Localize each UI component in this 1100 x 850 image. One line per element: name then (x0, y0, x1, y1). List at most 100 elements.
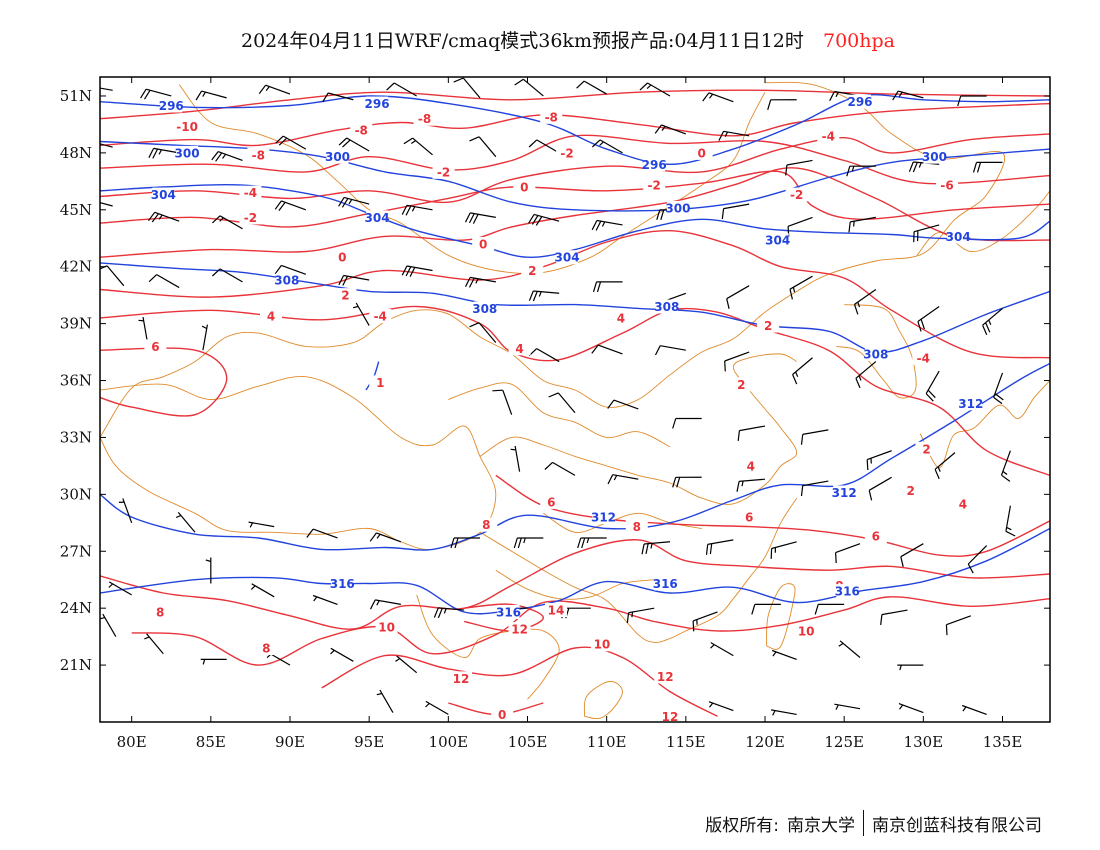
border-line (448, 382, 671, 448)
copyright-divider (863, 810, 864, 836)
wind-barb-staff (406, 265, 433, 272)
wind-barb (369, 532, 402, 543)
contour-label-bg (369, 375, 392, 390)
height-contour-label: 296 (847, 95, 872, 109)
wind-barb-staff (552, 461, 576, 476)
wind-barb (672, 476, 702, 488)
wind-barb (464, 276, 496, 288)
temperature-contour-label: 10 (378, 621, 395, 635)
wind-barb-feather (789, 289, 793, 300)
lat-tick-label: 30N (60, 485, 92, 503)
temperature-contour (464, 603, 545, 632)
wind-barb (338, 274, 370, 286)
wind-barb-half-feather (395, 658, 401, 662)
temperature-contour-label: 6 (872, 530, 880, 544)
height-contour-label-bg (654, 576, 677, 591)
wind-barb-feather (514, 78, 524, 86)
wind-barb (401, 265, 433, 277)
wind-barb-staff (596, 219, 623, 226)
wind-barb-half-feather (792, 287, 796, 293)
height-contour-label: 312 (958, 397, 983, 411)
wind-barb (721, 203, 750, 220)
wind-barb-half-feather (631, 611, 634, 618)
wind-barb (726, 285, 750, 309)
wind-barb-feather (596, 281, 602, 293)
wind-barb (576, 80, 607, 95)
temperature-contour-label-bg (432, 164, 455, 179)
height-contour-label: 300 (325, 150, 350, 164)
temperature-contour-label: -4 (917, 351, 930, 365)
wind-barb-staff (470, 276, 496, 283)
wind-barb-feather (274, 265, 282, 275)
wind-barb-feather (917, 321, 922, 332)
border-line (416, 594, 560, 700)
wind-barb-staff (557, 392, 576, 414)
temperature-contour-label-bg (239, 210, 262, 225)
temperature-contour-label: -4 (822, 129, 835, 143)
wind-barb (913, 224, 940, 243)
wind-barb-staff (281, 200, 307, 211)
temperature-contour-label-bg (255, 641, 278, 656)
wind-barb (967, 545, 988, 574)
height-contour-label: 300 (922, 150, 947, 164)
height-contour (100, 262, 1050, 354)
temperature-contour-label: -6 (940, 179, 953, 193)
wind-barb-feather (211, 268, 221, 277)
wind-barb-staff (355, 302, 370, 326)
wind-barb-feather (591, 139, 601, 148)
lat-tick-label: 36N (60, 372, 92, 390)
wind-barb (785, 159, 813, 176)
height-contour-label-bg (366, 96, 389, 111)
wind-barb-feather (531, 215, 539, 225)
wind-barb-feather (140, 88, 147, 99)
wind-barb-feather (607, 399, 615, 409)
wind-barb-staff (792, 357, 813, 375)
wind-barb (211, 151, 243, 162)
wind-barb (425, 700, 449, 715)
wind-barb-staff (478, 322, 497, 343)
wind-barb-staff (1005, 505, 1012, 532)
wind-barb (211, 215, 243, 230)
wind-barb-staff (982, 307, 1003, 326)
wind-barb-half-feather (650, 543, 653, 549)
wind-barb-staff (343, 274, 370, 281)
wind-barb-feather (544, 461, 553, 470)
height-contour-label-bg (556, 250, 579, 265)
temperature-contour-label: 10 (798, 624, 815, 638)
temperature-contour-label-bg (659, 709, 681, 722)
temperature-contour-label: -2 (560, 146, 573, 160)
wind-barb-feather (767, 99, 772, 110)
wind-barb (900, 543, 924, 567)
wind-barb-staff (898, 90, 924, 99)
border-lines (100, 81, 1050, 720)
wind-barb-staff (612, 474, 639, 480)
wind-barb-half-feather (835, 91, 839, 98)
wind-barb (200, 658, 227, 665)
wind-barb (591, 344, 623, 355)
wind-barb (248, 521, 275, 528)
wind-barb (853, 288, 877, 315)
wind-barb-feather (338, 137, 348, 146)
wind-barb-staff (312, 528, 338, 539)
wind-barb-feather (800, 434, 804, 445)
wind-barb-half-feather (710, 644, 715, 649)
wind-barb-feather (672, 477, 677, 488)
wind-barb (401, 204, 433, 216)
wind-barb-feather (934, 469, 940, 480)
wind-barb (898, 703, 924, 714)
wind-barb-staff (438, 607, 465, 611)
wind-barb (510, 445, 521, 472)
wind-barb-staff (710, 642, 734, 657)
height-contour-label-bg (947, 229, 970, 244)
wind-barb-feather (972, 162, 978, 173)
wind-barb-staff (723, 203, 750, 210)
wind-barb (1005, 505, 1016, 537)
wind-barb-half-feather (962, 706, 967, 712)
temperature-contour-label-bg (540, 109, 563, 124)
wind-barb-feather (900, 556, 904, 567)
temperature-contour-label: 0 (520, 181, 528, 195)
wind-barb (450, 537, 481, 549)
temperature-contour-label-bg (654, 669, 677, 684)
wind-barb-staff (154, 211, 180, 222)
